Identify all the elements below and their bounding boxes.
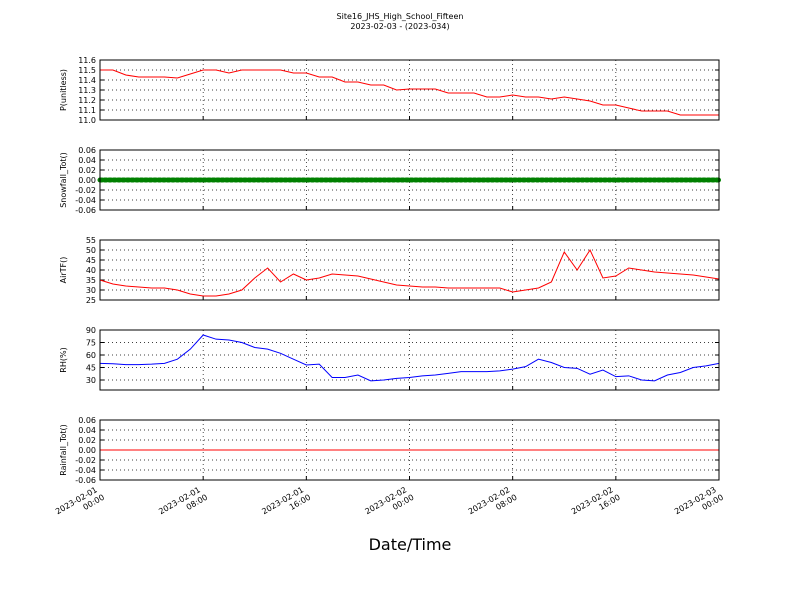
y-tick-label: -0.06 — [75, 476, 96, 485]
y-tick-label: 11.3 — [78, 86, 96, 95]
y-axis-label: RH(%) — [59, 347, 68, 372]
plot-frame — [99, 419, 720, 481]
y-tick-label: 75 — [86, 339, 96, 348]
y-tick-label: 45 — [86, 364, 96, 373]
figure-title: Site16_JHS_High_School_Fifteen — [337, 12, 464, 21]
y-tick-label: -0.02 — [75, 186, 96, 195]
y-tick-label: 50 — [86, 246, 96, 255]
plot-frame — [99, 149, 720, 211]
y-tick-label: 11.5 — [78, 66, 96, 75]
y-tick-label: 0.06 — [78, 146, 96, 155]
y-tick-label: -0.04 — [75, 196, 96, 205]
plot-frame — [99, 239, 720, 301]
y-axis-label: Rainfall_Tot() — [59, 424, 68, 476]
y-tick-label: 11.6 — [78, 56, 96, 65]
y-tick-label: 45 — [86, 256, 96, 265]
line-series — [99, 334, 720, 382]
y-tick-label: 0.00 — [78, 176, 96, 185]
y-tick-label: 60 — [86, 351, 96, 360]
y-tick-label: -0.02 — [75, 456, 96, 465]
y-tick-label: 11.4 — [78, 76, 96, 85]
y-tick-label: 11.2 — [78, 96, 96, 105]
y-axis-label: P(unitless) — [59, 69, 68, 111]
y-axis-label: Snowfall_Tot() — [59, 152, 68, 208]
figure-subtitle: 2023-02-03 - (2023-034) — [350, 22, 449, 31]
line-series — [100, 69, 719, 116]
y-tick-label: 35 — [86, 276, 96, 285]
line-series — [99, 248, 720, 297]
y-tick-label: 0.00 — [78, 446, 96, 455]
y-tick-label: 0.04 — [78, 156, 96, 165]
y-tick-label: 11.1 — [78, 106, 96, 115]
y-axis-label: AirTF() — [59, 257, 68, 284]
y-tick-label: 0.02 — [78, 436, 96, 445]
y-tick-label: 55 — [86, 236, 96, 245]
plot-frame — [99, 329, 720, 391]
plot-frame — [99, 59, 720, 121]
y-tick-label: 90 — [86, 326, 96, 335]
y-tick-label: 25 — [86, 296, 96, 305]
y-tick-label: 0.06 — [78, 416, 96, 425]
y-tick-label: 40 — [86, 266, 96, 275]
y-tick-label: 30 — [86, 286, 96, 295]
y-tick-label: -0.06 — [75, 206, 96, 215]
y-tick-label: 0.02 — [78, 166, 96, 175]
y-tick-label: 0.04 — [78, 426, 96, 435]
y-tick-label: 30 — [86, 376, 96, 385]
y-tick-label: 11.0 — [78, 116, 96, 125]
y-tick-label: -0.04 — [75, 466, 96, 475]
x-axis-label: Date/Time — [369, 535, 452, 554]
